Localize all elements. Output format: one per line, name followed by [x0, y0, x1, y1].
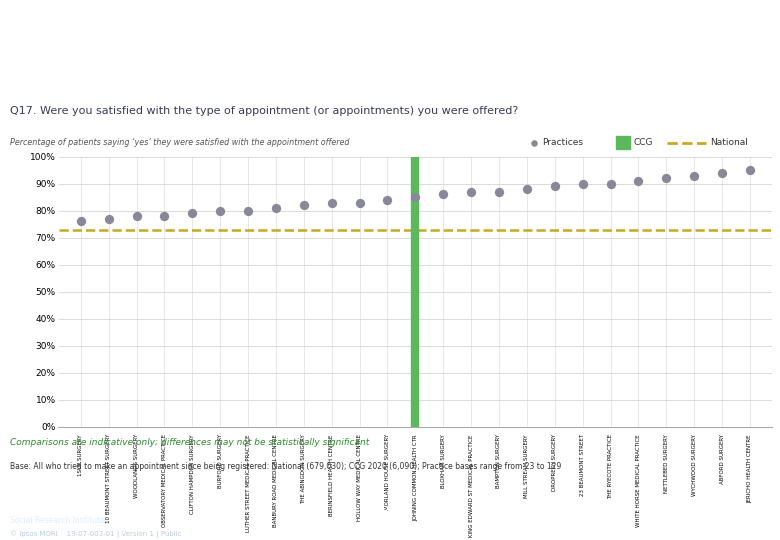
- Text: CCG: CCG: [633, 138, 653, 147]
- Point: [75, 217, 87, 226]
- Point: [214, 206, 226, 215]
- Point: [716, 168, 729, 177]
- Point: [493, 187, 505, 196]
- Point: [381, 195, 394, 204]
- Text: Satisfaction with appointment offered:: Satisfaction with appointment offered:: [10, 23, 439, 42]
- Point: [298, 201, 310, 210]
- Point: [186, 209, 199, 218]
- Point: [604, 179, 617, 188]
- Point: [270, 204, 282, 212]
- Text: Ipsos MORI: Ipsos MORI: [10, 500, 71, 510]
- Point: [242, 206, 254, 215]
- Point: [576, 179, 589, 188]
- Text: Base: All who tried to make an appointment since being registered: National (679: Base: All who tried to make an appointme…: [10, 462, 562, 471]
- Point: [632, 177, 644, 185]
- Text: Comparisons are indicative only; differences may not be statistically significan: Comparisons are indicative only; differe…: [10, 438, 370, 447]
- Text: Social Research Institute: Social Research Institute: [10, 516, 105, 525]
- Point: [743, 166, 756, 174]
- Point: [688, 171, 700, 180]
- Point: [130, 212, 143, 220]
- Point: [158, 212, 171, 220]
- Point: [353, 198, 366, 207]
- Point: [660, 174, 672, 183]
- Text: Practices: Practices: [542, 138, 583, 147]
- Text: 33: 33: [381, 505, 399, 519]
- Point: [465, 187, 477, 196]
- Bar: [616, 136, 630, 149]
- Point: [325, 198, 338, 207]
- Text: Q17. Were you satisfied with the type of appointment (or appointments) you were : Q17. Were you satisfied with the type of…: [10, 106, 519, 116]
- Text: Percentage of patients saying ‘yes’ they were satisfied with the appointment off: Percentage of patients saying ‘yes’ they…: [10, 138, 349, 147]
- Point: [437, 190, 449, 199]
- Point: [548, 182, 561, 191]
- Text: National: National: [710, 138, 748, 147]
- Text: how the CCG’s practices compare: how the CCG’s practices compare: [10, 57, 379, 76]
- Point: [409, 193, 421, 201]
- Text: © Ipsos MORI    19-07-003-01 | Version 1 | Public: © Ipsos MORI 19-07-003-01 | Version 1 | …: [10, 530, 182, 538]
- Point: [520, 185, 533, 193]
- Point: [102, 214, 115, 223]
